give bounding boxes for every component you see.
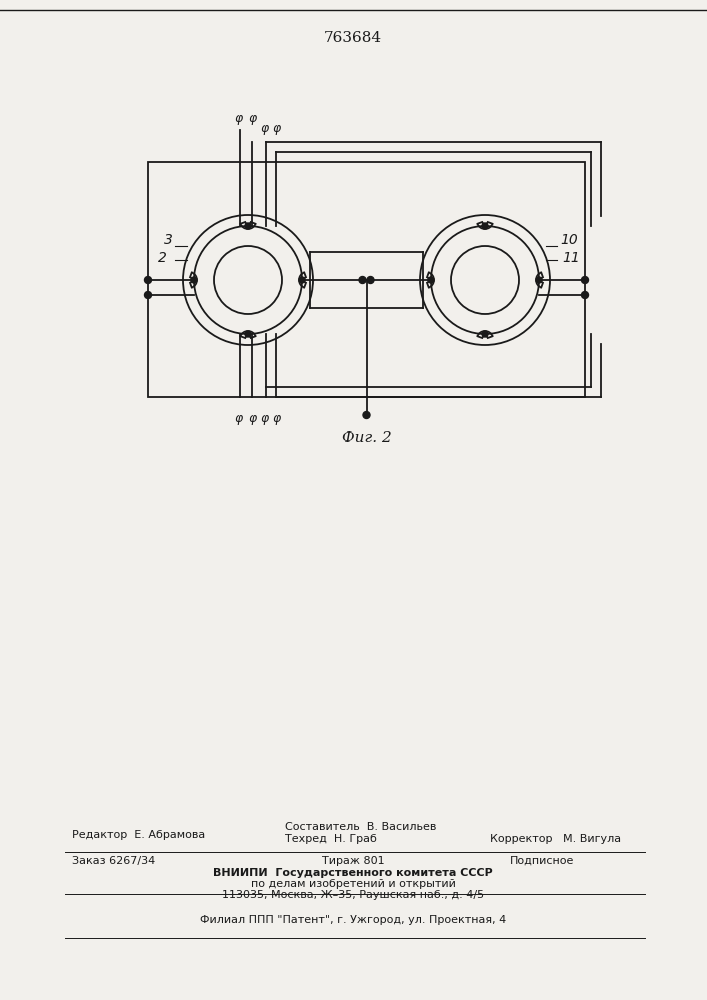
Text: φ: φ — [235, 112, 243, 125]
Text: φ: φ — [261, 122, 269, 135]
Text: Филиал ППП "Патент", г. Ужгород, ул. Проектная, 4: Филиал ППП "Патент", г. Ужгород, ул. Про… — [200, 915, 506, 925]
Text: φ: φ — [261, 412, 269, 425]
Text: φ: φ — [235, 412, 243, 425]
Text: Подписное: Подписное — [510, 856, 574, 866]
Circle shape — [536, 277, 542, 283]
Text: 3: 3 — [163, 233, 173, 247]
Circle shape — [581, 292, 588, 298]
Circle shape — [144, 276, 151, 284]
Text: по делам изобретений и открытий: по делам изобретений и открытий — [250, 879, 455, 889]
Text: Корректор   М. Вигула: Корректор М. Вигула — [490, 834, 621, 844]
Text: 113035, Москва, Ж–35, Раушская наб., д. 4/5: 113035, Москва, Ж–35, Раушская наб., д. … — [222, 890, 484, 900]
Circle shape — [191, 277, 197, 283]
Circle shape — [363, 412, 370, 418]
Text: ВНИИПИ  Государственного комитета СССР: ВНИИПИ Государственного комитета СССР — [213, 868, 493, 878]
Text: φ: φ — [249, 412, 257, 425]
Circle shape — [245, 331, 251, 337]
Text: Заказ 6267/34: Заказ 6267/34 — [72, 856, 156, 866]
Text: 2: 2 — [158, 251, 166, 265]
Circle shape — [428, 277, 434, 283]
Circle shape — [482, 331, 488, 337]
Text: Фиг. 2: Фиг. 2 — [341, 431, 392, 445]
Text: 11: 11 — [562, 251, 580, 265]
Circle shape — [299, 277, 305, 283]
Text: Составитель  В. Васильев: Составитель В. Васильев — [285, 822, 436, 832]
Circle shape — [245, 223, 251, 229]
Text: φ: φ — [249, 112, 257, 125]
Text: φ: φ — [273, 412, 281, 425]
Circle shape — [581, 276, 588, 284]
Text: Техред  Н. Граб: Техред Н. Граб — [285, 834, 377, 844]
Text: Редактор  Е. Абрамова: Редактор Е. Абрамова — [72, 830, 205, 840]
Text: Тираж 801: Тираж 801 — [322, 856, 385, 866]
Text: φ: φ — [273, 122, 281, 135]
Circle shape — [359, 276, 366, 284]
Bar — [148, 162, 585, 397]
Text: 10: 10 — [560, 233, 578, 247]
Text: 763684: 763684 — [324, 31, 382, 45]
Circle shape — [144, 292, 151, 298]
Circle shape — [367, 276, 374, 284]
Circle shape — [482, 223, 488, 229]
